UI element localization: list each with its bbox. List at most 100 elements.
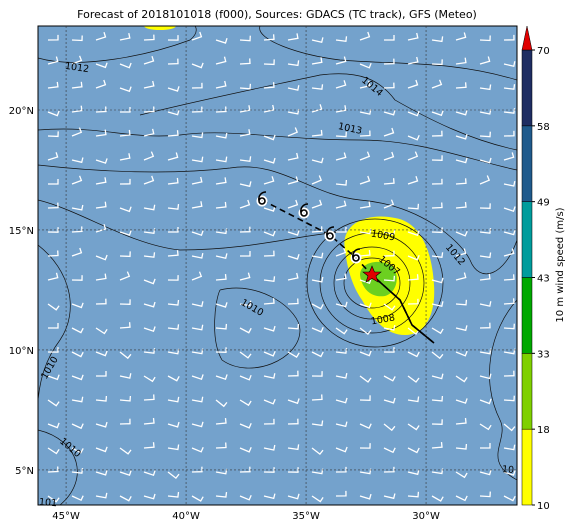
wind-barb <box>503 348 516 355</box>
wind-barb <box>71 55 83 65</box>
y-tick-label: 20°N <box>9 106 34 117</box>
wind-barb <box>167 35 179 41</box>
wind-barb <box>335 36 348 43</box>
wind-barb <box>287 467 299 473</box>
wind-barb <box>143 204 156 211</box>
wind-barb <box>239 466 251 473</box>
wind-barb <box>287 418 299 425</box>
wind-barb <box>503 370 515 377</box>
wind-barb <box>431 36 444 43</box>
wind-barb <box>455 417 467 425</box>
wind-barb <box>47 399 60 407</box>
wind-barb <box>191 230 204 237</box>
wind-barb <box>287 60 300 67</box>
wind-barb <box>503 423 516 432</box>
wind-barb <box>167 471 180 480</box>
wind-barb <box>215 177 227 185</box>
wind-barb <box>167 396 180 403</box>
wind-barb <box>311 394 323 401</box>
wind-barb <box>96 371 107 377</box>
x-tick-label: 30°W <box>412 511 440 522</box>
wind-barb <box>479 301 492 307</box>
wind-barb <box>47 202 59 209</box>
wind-barb <box>407 176 419 185</box>
wind-barb <box>71 247 83 257</box>
wind-barb <box>263 176 275 185</box>
wind-barb <box>311 199 323 209</box>
wind-barb <box>95 395 108 402</box>
wind-barb <box>119 251 131 258</box>
wind-area-strong <box>360 261 397 297</box>
colorbar-label: 10 m wind speed (m/s) <box>555 207 566 322</box>
wind-barb <box>479 423 492 431</box>
wind-barb <box>479 322 491 329</box>
wind-barb <box>455 82 467 89</box>
contour-label: 1009 <box>370 228 396 243</box>
wind-barb <box>407 203 420 210</box>
wind-barb <box>335 56 347 65</box>
wind-barb <box>239 58 251 65</box>
wind-barb <box>287 108 300 115</box>
wind-barb <box>455 230 468 237</box>
wind-barb <box>359 468 372 475</box>
wind-barb <box>263 134 276 141</box>
wind-barb <box>359 350 372 357</box>
wind-barb <box>48 179 59 185</box>
wind-barb <box>335 446 348 453</box>
wind-barb <box>455 375 468 383</box>
wind-barb <box>119 62 132 69</box>
wind-barb <box>287 298 299 305</box>
wind-barb <box>479 398 492 405</box>
wind-barb <box>71 226 83 233</box>
wind-barb <box>431 110 444 117</box>
wind-barb <box>287 370 299 377</box>
wind-barb <box>143 151 155 161</box>
wind-barb <box>143 80 155 89</box>
wind-barb <box>143 128 155 137</box>
wind-barb <box>143 493 156 500</box>
wind-barb <box>407 230 420 237</box>
wind-barb <box>119 206 132 213</box>
wind-barb <box>263 34 275 41</box>
wind-barb <box>71 327 84 334</box>
wind-barb <box>47 374 60 381</box>
wind-barb <box>311 371 323 377</box>
wind-barb <box>168 227 179 233</box>
wind-barb <box>479 373 492 380</box>
wind-barb <box>407 110 420 117</box>
x-tick-label: 40°W <box>172 511 200 522</box>
wind-barb <box>119 86 132 93</box>
colorbar-tick-label: 18 <box>537 425 550 436</box>
wind-barb <box>431 495 444 502</box>
wind-barb <box>479 131 491 138</box>
wind-barb <box>143 417 155 425</box>
wind-barb <box>359 395 371 401</box>
wind-barb <box>335 301 348 308</box>
wind-barb <box>359 249 371 257</box>
wind-barb <box>503 470 516 476</box>
wind-barb <box>287 176 299 185</box>
contour <box>38 429 78 505</box>
wind-barb <box>143 442 155 449</box>
wind-barb <box>191 271 203 281</box>
wind-barb <box>431 327 444 335</box>
wind-barb <box>143 301 156 308</box>
wind-barb <box>431 373 444 380</box>
wind-barb <box>287 127 299 137</box>
wind-barb <box>263 206 276 212</box>
wind-barb <box>431 59 443 66</box>
wind-barb <box>119 32 131 41</box>
wind-barb <box>215 106 227 113</box>
wind-barb <box>359 109 372 115</box>
wind-barb <box>215 274 227 281</box>
storm-position <box>362 265 382 283</box>
wind-barb <box>47 447 60 455</box>
wind-barb <box>239 156 252 163</box>
wind-barb <box>503 34 515 41</box>
wind-barb <box>71 374 84 381</box>
wind-barb <box>191 374 204 381</box>
wind-barb <box>47 422 60 429</box>
wind-barb <box>455 178 467 185</box>
wind-barb <box>335 247 347 257</box>
